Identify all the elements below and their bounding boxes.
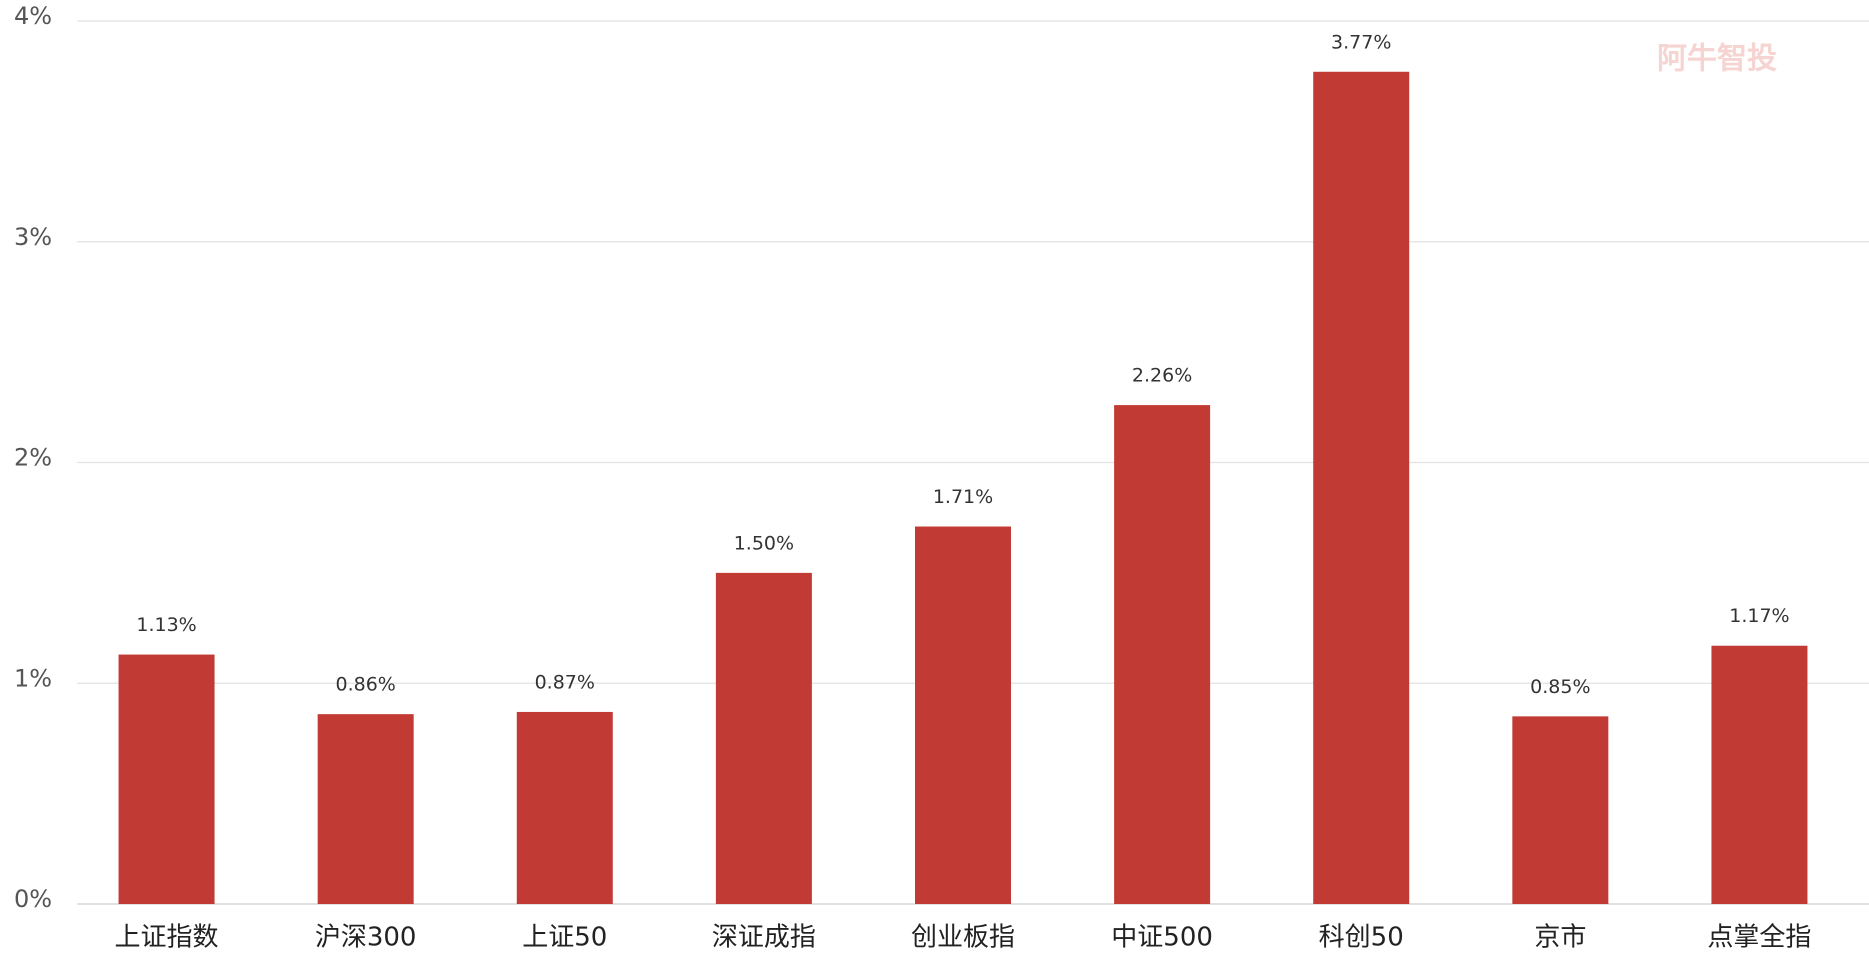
bar [516, 711, 613, 904]
x-tick-label: 创业板指 [911, 923, 1015, 953]
value-label: 0.85% [1530, 676, 1590, 698]
x-tick-label: 京市 [1534, 923, 1586, 953]
watermark: 阿牛智投 [1657, 42, 1777, 77]
value-label: 0.87% [535, 671, 595, 693]
value-label: 1.17% [1729, 605, 1789, 627]
x-tick-label: 点掌全指 [1707, 923, 1811, 953]
bar [1114, 405, 1211, 904]
y-tick-label: 4% [14, 2, 52, 30]
bar [1711, 645, 1808, 904]
y-tick-label: 2% [14, 444, 52, 472]
value-label: 1.71% [933, 486, 993, 508]
bar [1313, 71, 1410, 904]
x-tick-label: 上证指数 [115, 923, 219, 953]
value-label: 1.50% [734, 532, 794, 554]
value-label: 2.26% [1132, 365, 1192, 387]
x-tick-label: 上证50 [522, 923, 607, 953]
x-tick-label: 科创50 [1319, 923, 1404, 953]
y-tick-label: 1% [14, 664, 52, 692]
bar [118, 654, 215, 904]
bar [715, 572, 812, 904]
x-tick-label: 深证成指 [712, 923, 816, 953]
bar [1512, 716, 1609, 904]
bar [915, 526, 1011, 904]
y-tick-label: 3% [14, 223, 52, 251]
value-label: 0.86% [335, 674, 395, 696]
y-tick-label: 0% [14, 885, 52, 913]
bar [317, 714, 414, 904]
value-label: 1.13% [136, 614, 196, 636]
value-label: 3.77% [1331, 31, 1391, 53]
x-tick-label: 沪深300 [315, 923, 417, 953]
x-tick-label: 中证500 [1111, 923, 1213, 953]
